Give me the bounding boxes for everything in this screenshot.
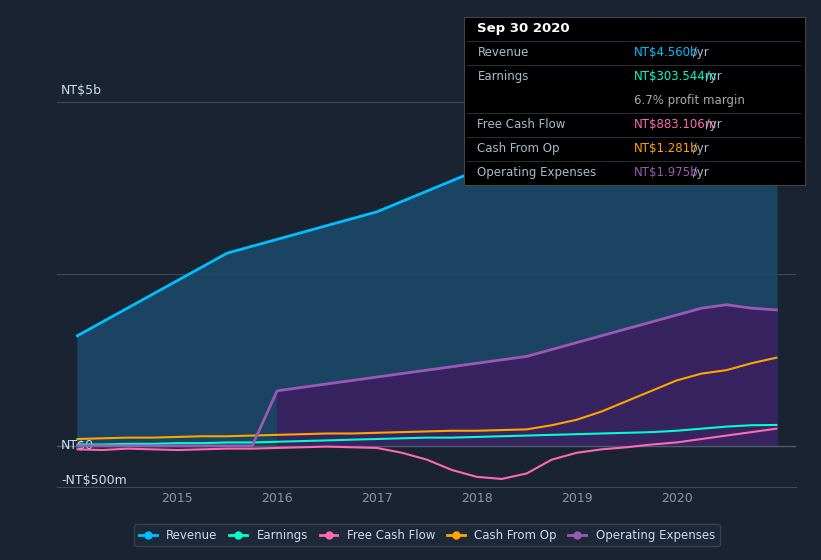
Text: /yr: /yr — [690, 46, 709, 59]
Text: NT$0: NT$0 — [62, 440, 94, 452]
Text: NT$1.281b: NT$1.281b — [635, 142, 699, 155]
Text: /yr: /yr — [702, 118, 722, 131]
Text: NT$1.975b: NT$1.975b — [635, 166, 699, 179]
Text: 6.7% profit margin: 6.7% profit margin — [635, 94, 745, 108]
Text: /yr: /yr — [690, 166, 709, 179]
Text: NT$5b: NT$5b — [62, 85, 102, 97]
Text: NT$303.544m: NT$303.544m — [635, 71, 718, 83]
Text: /yr: /yr — [690, 142, 709, 155]
Text: -NT$500m: -NT$500m — [62, 474, 127, 487]
Legend: Revenue, Earnings, Free Cash Flow, Cash From Op, Operating Expenses: Revenue, Earnings, Free Cash Flow, Cash … — [135, 524, 719, 547]
Text: Earnings: Earnings — [478, 71, 529, 83]
Text: NT$883.106m: NT$883.106m — [635, 118, 718, 131]
Text: Cash From Op: Cash From Op — [478, 142, 560, 155]
Text: Operating Expenses: Operating Expenses — [478, 166, 597, 179]
Text: NT$4.560b: NT$4.560b — [635, 46, 699, 59]
Text: Revenue: Revenue — [478, 46, 529, 59]
Text: Free Cash Flow: Free Cash Flow — [478, 118, 566, 131]
Text: Sep 30 2020: Sep 30 2020 — [478, 22, 570, 35]
Text: /yr: /yr — [702, 71, 722, 83]
